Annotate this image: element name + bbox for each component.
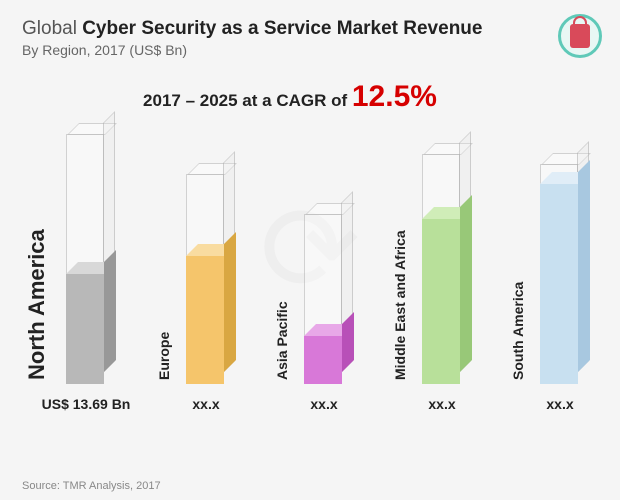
value-label: xx.x [156,396,256,412]
header: Global Cyber Security as a Service Marke… [0,0,620,62]
value-label: xx.x [392,396,492,412]
region-label: Asia Pacific [274,301,290,380]
lock-logo-icon [558,14,602,58]
bar-chart: North America US$ 13.69 Bn Europe xx.x Asia … [20,124,600,424]
cagr-mid: of [326,91,352,110]
value-label: xx.x [510,396,610,412]
cagr-line: 2017 – 2025 at a CAGR of 12.5% [0,80,620,114]
bar-fill [186,256,224,384]
title-row: Global Cyber Security as a Service Marke… [22,18,598,40]
subtitle: By Region, 2017 (US$ Bn) [22,42,598,58]
cagr-before: 2017 – 2025 at a [143,91,276,110]
cagr-label: CAGR [276,91,326,110]
bar-fill [422,219,460,384]
title-main: Cyber Security as a Service Market Reven… [82,18,482,39]
region-label: Middle East and Africa [392,230,408,380]
bar-fill [66,274,104,384]
cagr-value: 12.5% [352,80,437,113]
value-label: US$ 13.69 Bn [36,396,136,412]
bar-fill [304,336,342,384]
region-label: South America [510,282,526,380]
region-label: Europe [156,332,172,380]
value-label: xx.x [274,396,374,412]
bar-fill [540,184,578,384]
title-prefix: Global [22,18,77,39]
region-label: North America [24,229,50,380]
source-footer: Source: TMR Analysis, 2017 [22,480,161,492]
